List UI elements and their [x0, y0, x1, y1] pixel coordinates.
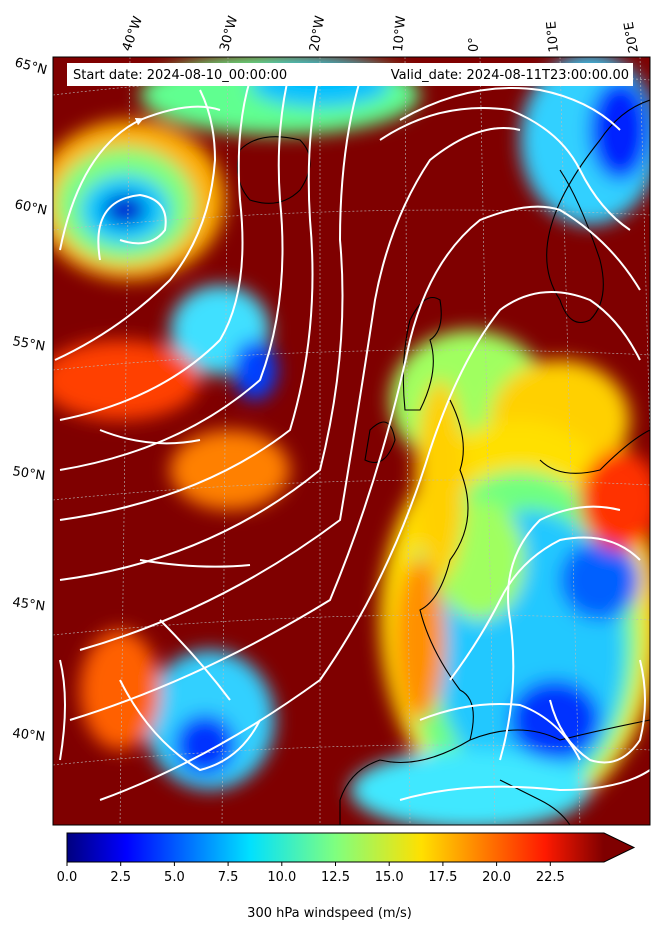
- colorbar-tick-label: 5.0: [164, 870, 185, 885]
- colorbar-label: 300 hPa windspeed (m/s): [247, 906, 412, 921]
- lat-label-40n: 40°N: [12, 726, 46, 745]
- windspeed-field: [53, 57, 650, 825]
- colorbar-tick-label: 0.0: [57, 870, 78, 885]
- colorbar-tick-label: 7.5: [218, 870, 239, 885]
- lon-label-40w: 40°W: [120, 14, 146, 53]
- header-box: [67, 63, 633, 86]
- colorbar-outline: [66, 832, 636, 863]
- valid-date-text: Valid_date: 2024-08-11T23:00:00.00: [391, 68, 629, 83]
- lon-label-10w: 10°W: [391, 15, 409, 52]
- lat-label-45n: 45°N: [11, 595, 46, 614]
- latitude-labels: 65°N 60°N 55°N 50°N 45°N 40°N: [11, 55, 48, 745]
- lon-label-20w: 20°W: [307, 15, 328, 53]
- lon-label-20e: 20°E: [622, 21, 642, 54]
- lon-label-0: 0°: [467, 37, 482, 52]
- colorbar-tick-label: 10.0: [267, 870, 296, 885]
- colorbar-ticks: 0.0 2.5 5.0 7.5 10.0 12.5 15.0 17.5 20.0 22.5: [57, 862, 565, 885]
- colorbar-tick-label: 20.0: [482, 870, 511, 885]
- longitude-labels: 40°W 30°W 20°W 10°W 0° 10°E 20°E: [120, 14, 642, 54]
- map-frame: [52, 56, 651, 826]
- lon-label-30w: 30°W: [217, 14, 241, 53]
- colorbar-gradient: [67, 833, 604, 862]
- colorbar-extend-arrow: [604, 833, 634, 862]
- lat-label-60n: 60°N: [13, 197, 48, 218]
- colorbar-tick-label: 15.0: [375, 870, 404, 885]
- lat-label-65n: 65°N: [13, 55, 49, 78]
- lon-label-10e: 10°E: [544, 21, 562, 53]
- lat-label-50n: 50°N: [11, 464, 46, 484]
- start-date-text: Start date: 2024-08-10_00:00:00: [73, 68, 287, 83]
- colorbar-tick-label: 17.5: [428, 870, 457, 885]
- colorbar-tick-label: 22.5: [536, 870, 565, 885]
- colorbar: 0.0 2.5 5.0 7.5 10.0 12.5 15.0 17.5 20.0 22.5: [57, 832, 636, 885]
- streamlines: [54, 69, 650, 801]
- colorbar-tick-label: 12.5: [321, 870, 350, 885]
- lat-label-55n: 55°N: [11, 334, 46, 354]
- colorbar-tick-label: 2.5: [110, 870, 131, 885]
- coastlines: [237, 99, 650, 825]
